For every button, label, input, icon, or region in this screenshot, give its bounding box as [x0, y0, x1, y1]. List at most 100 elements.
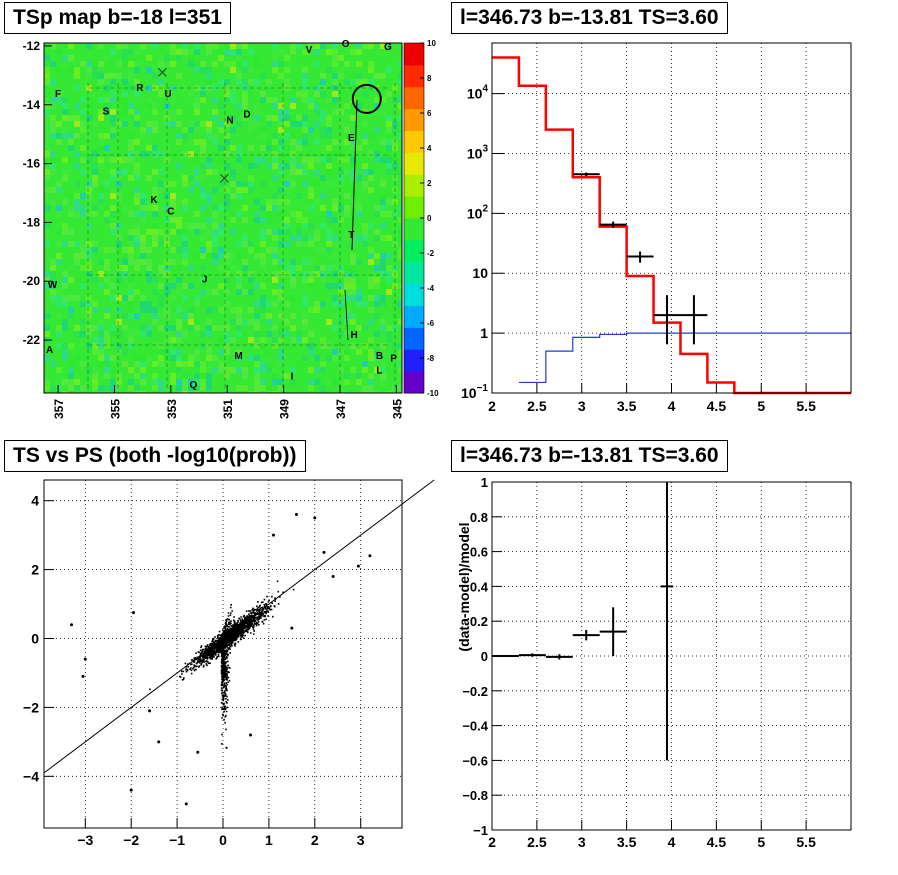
heatmap-cell — [302, 127, 308, 133]
heatmap-cell — [308, 235, 314, 241]
heatmap-cell — [272, 247, 278, 253]
heatmap-cell — [296, 235, 302, 241]
heatmap-cell — [398, 319, 402, 325]
heatmap-cell — [242, 115, 248, 121]
heatmap-cell — [170, 109, 176, 115]
heatmap-cell — [44, 205, 50, 211]
colorbar-segment — [404, 43, 424, 66]
heatmap-cell — [272, 343, 278, 349]
heatmap-cell — [218, 217, 224, 223]
heatmap-cell — [326, 49, 332, 55]
heatmap-cell — [242, 217, 248, 223]
heatmap-cell — [332, 49, 338, 55]
heatmap-cell — [230, 115, 236, 121]
heatmap-cell — [116, 295, 122, 301]
x-tick-label: 4.5 — [707, 834, 727, 850]
heatmap-cell — [320, 115, 326, 121]
y-tick-label: 10 — [472, 265, 488, 281]
heatmap-cell — [128, 367, 134, 373]
heatmap-cell — [224, 373, 230, 379]
heatmap-cell — [326, 319, 332, 325]
heatmap-cell — [350, 241, 356, 247]
heatmap-cell — [326, 181, 332, 187]
heatmap-cell — [206, 373, 212, 379]
heatmap-cell — [362, 385, 368, 391]
scatter-point — [70, 623, 74, 627]
heatmap-cell — [194, 355, 200, 361]
heatmap-cell — [68, 67, 74, 73]
heatmap-cell — [368, 277, 374, 283]
heatmap-cell — [290, 379, 296, 385]
heatmap-cell — [128, 175, 134, 181]
heatmap-cell — [110, 121, 116, 127]
heatmap-cell — [92, 67, 98, 73]
heatmap-cell — [146, 103, 152, 109]
heatmap-cell — [308, 97, 314, 103]
x-tick-label: 1 — [265, 832, 273, 848]
heatmap-cell — [386, 145, 392, 151]
heatmap-cell — [194, 379, 200, 385]
heatmap-cell — [224, 151, 230, 157]
heatmap-cell — [98, 337, 104, 343]
heatmap-cell — [284, 79, 290, 85]
heatmap-cell — [302, 319, 308, 325]
heatmap-cell — [320, 301, 326, 307]
heatmap-cell — [170, 355, 176, 361]
heatmap-cell — [332, 61, 338, 67]
heatmap-cell — [56, 91, 62, 97]
heatmap-cell — [350, 175, 356, 181]
heatmap-cell — [380, 367, 386, 373]
heatmap-cell — [380, 259, 386, 265]
heatmap-cell — [176, 73, 182, 79]
heatmap-cell — [308, 223, 314, 229]
heatmap-cell — [398, 343, 402, 349]
heatmap-cell — [290, 43, 296, 49]
heatmap-cell — [140, 241, 146, 247]
heatmap-cell — [212, 169, 218, 175]
heatmap-cell — [332, 265, 338, 271]
heatmap-cell — [164, 331, 170, 337]
heatmap-cell — [356, 259, 362, 265]
heatmap-cell — [152, 379, 158, 385]
heatmap-cell — [272, 49, 278, 55]
heatmap-cell — [254, 331, 260, 337]
heatmap-cell — [290, 271, 296, 277]
heatmap-cell — [56, 205, 62, 211]
heatmap-cell — [86, 385, 92, 391]
heatmap-cell — [152, 343, 158, 349]
heatmap-cell — [200, 277, 206, 283]
heatmap-cell — [278, 103, 284, 109]
heatmap-cell — [212, 61, 218, 67]
heatmap-cell — [116, 121, 122, 127]
heatmap-cell — [92, 373, 98, 379]
heatmap-cell — [140, 211, 146, 217]
heatmap-cell — [284, 109, 290, 115]
heatmap-cell — [380, 97, 386, 103]
heatmap-cell — [338, 331, 344, 337]
heatmap-cell — [272, 337, 278, 343]
heatmap-cell — [194, 157, 200, 163]
heatmap-cell — [290, 295, 296, 301]
heatmap-cell — [194, 97, 200, 103]
heatmap-cell — [110, 283, 116, 289]
heatmap-cell — [50, 121, 56, 127]
heatmap-cell — [212, 235, 218, 241]
heatmap-cell — [104, 181, 110, 187]
heatmap-cell — [104, 331, 110, 337]
heatmap-cell — [260, 157, 266, 163]
heatmap-cell — [398, 229, 402, 235]
heatmap-cell — [314, 49, 320, 55]
heatmap-cell — [134, 193, 140, 199]
heatmap-cell — [134, 361, 140, 367]
heatmap-cell — [128, 307, 134, 313]
heatmap-cell — [290, 139, 296, 145]
heatmap-cell — [62, 241, 68, 247]
heatmap-cell — [212, 307, 218, 313]
heatmap-cell — [326, 355, 332, 361]
heatmap-cell — [254, 361, 260, 367]
colorbar-tick-label: 2 — [427, 179, 432, 188]
heatmap-cell — [152, 193, 158, 199]
heatmap-cell — [326, 343, 332, 349]
heatmap-cell — [86, 103, 92, 109]
heatmap-cell — [152, 319, 158, 325]
